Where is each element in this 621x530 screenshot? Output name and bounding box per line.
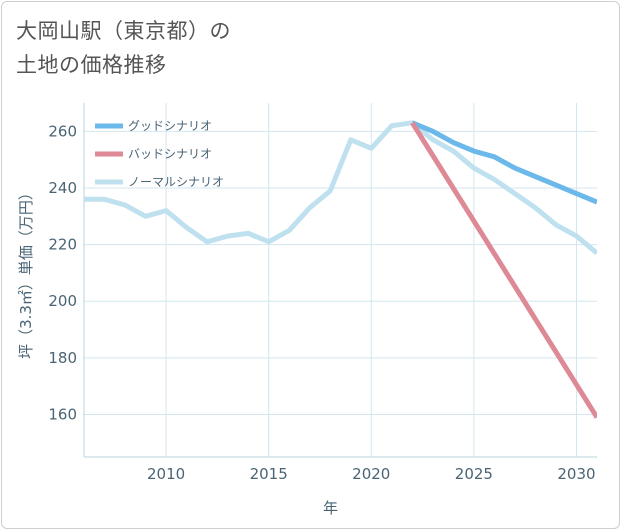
chart-title-line1: 大岡山駅（東京都）の [16,19,231,43]
x-axis-title: 年 [323,499,338,517]
series-line [410,121,597,419]
x-tick-label: 2010 [147,465,185,483]
y-tick-label: 260 [48,122,77,140]
y-tick-label: 160 [48,406,77,424]
legend-label: グッドシナリオ [128,119,212,133]
series-line [411,120,597,205]
chart-title-line2: 土地の価格推移 [16,53,167,77]
y-tick-label: 200 [48,292,77,310]
grid-lines [84,103,597,457]
y-tick-label: 220 [48,236,77,254]
series-line [84,120,597,256]
x-tick-label: 2015 [250,465,288,483]
legend-label: バッドシナリオ [128,147,212,161]
tick-labels: 2010 2015 2020 2025 2030 160 180 200 220 240 260 [48,122,595,483]
x-tick-label: 2030 [557,465,595,483]
series-layer [84,120,597,419]
y-tick-label: 240 [48,179,77,197]
legend-label: ノーマルシナリオ [128,175,224,189]
chart-title: 大岡山駅（東京都）の 土地の価格推移 [16,14,231,82]
x-tick-label: 2025 [455,465,493,483]
y-axis-title: 坪（3.3㎡）単価（万円） [17,185,35,359]
x-tick-label: 2020 [352,465,390,483]
y-tick-label: 180 [48,349,77,367]
axes [83,103,597,458]
